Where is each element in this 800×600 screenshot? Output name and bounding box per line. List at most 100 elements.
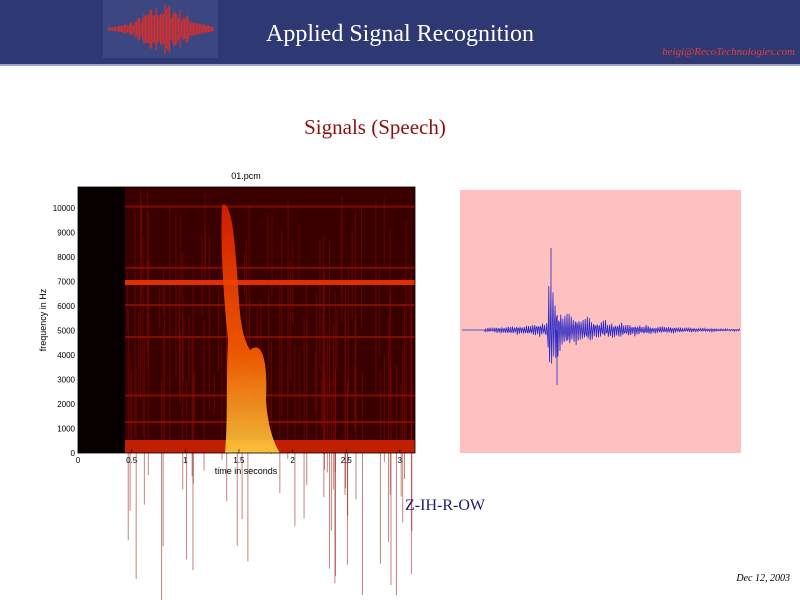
y-tick-label: 7000 — [57, 278, 75, 287]
y-tick-label: 6000 — [57, 302, 75, 311]
spectral-streak — [271, 214, 273, 297]
spectral-streak — [321, 365, 323, 429]
x-tick-label: 1 — [183, 456, 188, 465]
spectral-streak — [163, 289, 165, 441]
x-tick-label: 3 — [398, 456, 403, 465]
spectral-streak — [298, 350, 300, 425]
spectral-streak — [323, 271, 325, 470]
spectral-streak — [383, 197, 385, 265]
spectral-streak — [179, 307, 181, 395]
spectral-streak — [270, 341, 272, 454]
logo-waveform — [107, 3, 214, 55]
spectral-streak — [361, 373, 363, 596]
y-tick-label: 0 — [71, 449, 76, 458]
spectral-streak — [379, 269, 381, 357]
y-tick-label: 4000 — [57, 351, 75, 360]
spectrogram-title: 01.pcm — [231, 171, 261, 181]
silence-region — [78, 187, 125, 453]
y-axis-label: frequency in Hz — [38, 288, 48, 351]
spectral-streak — [387, 317, 389, 542]
waveform-panel — [460, 190, 741, 453]
spectral-streak — [379, 371, 381, 564]
spectral-streak — [143, 335, 145, 505]
spectral-streak — [348, 269, 350, 393]
spectral-streak — [218, 286, 220, 372]
y-tick-label: 9000 — [57, 229, 75, 238]
spectral-streak — [360, 205, 362, 327]
spectral-streak — [395, 363, 397, 596]
spectral-streak — [375, 198, 377, 393]
spectral-streak — [268, 288, 270, 443]
spectral-streak — [179, 333, 181, 405]
spectral-streak — [409, 277, 411, 416]
spectral-streak — [402, 350, 404, 523]
waveform — [462, 248, 741, 385]
spectral-streak — [287, 200, 289, 395]
spectral-streak — [411, 274, 413, 450]
spectral-streak — [355, 317, 357, 500]
spectral-streak — [161, 379, 163, 600]
spectral-streak — [247, 363, 249, 562]
spectral-streak — [127, 311, 129, 541]
spectral-streak — [140, 190, 142, 398]
spectral-streak — [140, 198, 142, 258]
spectral-streak — [306, 283, 308, 486]
spectral-streak — [389, 290, 391, 495]
spectrogram — [77, 186, 416, 600]
spectral-streak — [162, 327, 164, 547]
harmonic-band — [125, 304, 415, 307]
spectral-streak — [344, 310, 346, 496]
y-tick-label: 3000 — [57, 376, 75, 385]
harmonic-band — [125, 421, 415, 424]
slide-title: Signals (Speech) — [304, 115, 446, 139]
spectral-streak — [330, 381, 332, 531]
spectral-streak — [383, 354, 385, 463]
spectral-streak — [279, 278, 281, 494]
spectral-streak — [332, 323, 334, 490]
harmonic-band — [125, 394, 415, 397]
header-email: beigi@RecoTechnologies.com — [662, 46, 795, 58]
harmonic-band — [125, 335, 415, 338]
caption: Z-IH-R-OW — [405, 497, 486, 514]
x-tick-label: 0 — [76, 456, 81, 465]
spectral-streak — [267, 214, 269, 268]
spectral-streak — [245, 239, 247, 426]
spectral-streak — [213, 374, 215, 415]
spectral-streak — [336, 309, 338, 370]
spectral-streak — [326, 332, 328, 473]
spectral-streak — [129, 352, 131, 511]
harmonic-band — [125, 280, 415, 285]
spectral-streak — [334, 371, 336, 584]
spectral-streak — [221, 335, 223, 460]
spectral-streak — [126, 272, 128, 331]
spectral-streak — [328, 240, 330, 398]
spectral-streak — [186, 379, 188, 560]
y-tick-label: 5000 — [57, 327, 75, 336]
spectral-streak — [188, 316, 190, 386]
spectral-streak — [204, 229, 206, 276]
spectral-streak — [131, 370, 133, 448]
spectral-streak — [324, 369, 326, 445]
spectral-streak — [180, 216, 182, 298]
spectrogram-frame — [77, 186, 416, 454]
y-tick-label: 8000 — [57, 253, 75, 262]
logo — [107, 3, 214, 55]
x-tick-label: 1.5 — [233, 456, 245, 465]
spectral-streak — [345, 277, 347, 489]
spectral-streak — [138, 312, 140, 398]
spectral-streak — [175, 213, 177, 379]
header-title: Applied Signal Recognition — [266, 21, 534, 47]
spectral-streak — [201, 234, 203, 317]
spectral-streak — [281, 230, 283, 416]
spectral-streak — [134, 212, 136, 436]
spectral-streak — [226, 314, 228, 502]
spectral-streak — [294, 345, 296, 526]
spectral-streak — [192, 374, 194, 571]
spectral-streak — [146, 190, 148, 354]
speech-energy — [221, 204, 280, 453]
spectral-streak — [346, 382, 348, 565]
spectral-streak — [315, 294, 317, 447]
spectral-streak — [303, 315, 305, 519]
x-tick-label: 2.5 — [341, 456, 353, 465]
